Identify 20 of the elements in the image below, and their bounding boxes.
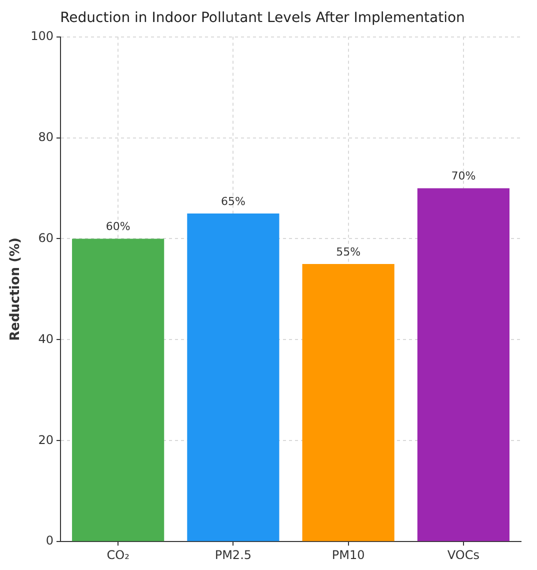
x-tick-label: PM10 bbox=[332, 548, 365, 562]
y-axis-title: Reduction (%) bbox=[8, 238, 24, 341]
y-tick-label: 80 bbox=[38, 130, 54, 144]
x-tick-label: CO₂ bbox=[106, 548, 130, 562]
y-tick-label: 60 bbox=[38, 230, 54, 245]
bar bbox=[417, 188, 510, 542]
chart-title: Reduction in Indoor Pollutant Levels After Implementation bbox=[60, 10, 465, 26]
y-tick-label: 40 bbox=[38, 332, 54, 346]
y-tick-label: 100 bbox=[30, 28, 54, 43]
bar bbox=[72, 238, 164, 542]
data-label: 55% bbox=[336, 245, 361, 258]
x-tick-label: VOCs bbox=[447, 548, 480, 562]
data-label: 60% bbox=[106, 220, 130, 234]
data-label: 70% bbox=[451, 170, 476, 183]
bar bbox=[187, 213, 280, 542]
y-tick-label: 0 bbox=[46, 534, 54, 548]
bar bbox=[302, 264, 394, 542]
data-label: 65% bbox=[220, 194, 246, 208]
y-tick-label: 20 bbox=[38, 432, 54, 447]
x-tick-label: PM2.5 bbox=[214, 548, 252, 562]
